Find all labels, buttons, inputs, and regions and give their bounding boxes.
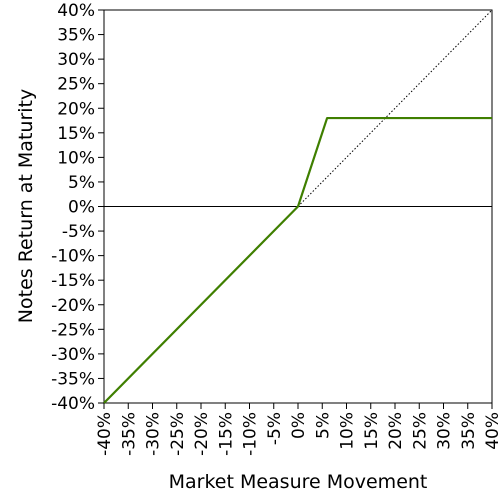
y-tick-label: 25% [57,75,95,95]
x-tick-label: -5% [265,412,285,445]
x-tick-label: 40% [483,412,500,450]
x-tick-label: 0% [289,412,309,439]
x-tick-label: -10% [241,412,261,456]
y-tick-label: 5% [68,173,95,193]
x-axis-title: Market Measure Movement [169,471,428,493]
reference-diagonal-line [297,9,493,207]
y-tick-label: -10% [51,247,95,267]
y-tick-label: 30% [57,50,95,70]
y-tick-label: -35% [51,369,95,389]
x-tick-label: 15% [362,412,382,450]
x-tick-layer: -40% -35% -30% -25% -20% -15% -10% -5% 0% 5% 10% 15… [95,403,500,456]
x-tick-label: 25% [410,412,430,450]
y-axis-title: Notes Return at Maturity [15,89,37,323]
y-tick-layer: 40% 35% 30% 25% 20% 15% 10% 5% 0% -5% -10% -15% -20%… [51,1,104,414]
y-tick-label: 40% [57,1,95,21]
x-tick-label: -20% [192,412,212,456]
x-tick-label: 30% [435,412,455,450]
y-tick-label: -20% [51,296,95,316]
x-tick-label: 10% [338,412,358,450]
x-tick-label: 5% [313,412,333,439]
payoff-line [103,116,492,404]
y-tick-label: 35% [57,26,95,46]
y-tick-label: -30% [51,345,95,365]
x-tick-label: -25% [168,412,188,456]
series-layer [103,9,493,404]
x-tick-label: -40% [95,412,115,456]
x-tick-label: -15% [216,412,236,456]
y-tick-label: -25% [51,320,95,340]
y-tick-label: 20% [57,99,95,119]
x-tick-label: -35% [119,412,139,456]
y-tick-label: -15% [51,271,95,291]
y-tick-label: 15% [57,124,95,144]
x-tick-label: 35% [459,412,479,450]
x-tick-label: 20% [386,412,406,450]
x-tick-label: -30% [144,412,164,456]
y-tick-label: 10% [57,148,95,168]
y-tick-label: 0% [68,198,95,218]
y-tick-label: -40% [51,394,95,414]
y-tick-label: -5% [62,222,95,242]
